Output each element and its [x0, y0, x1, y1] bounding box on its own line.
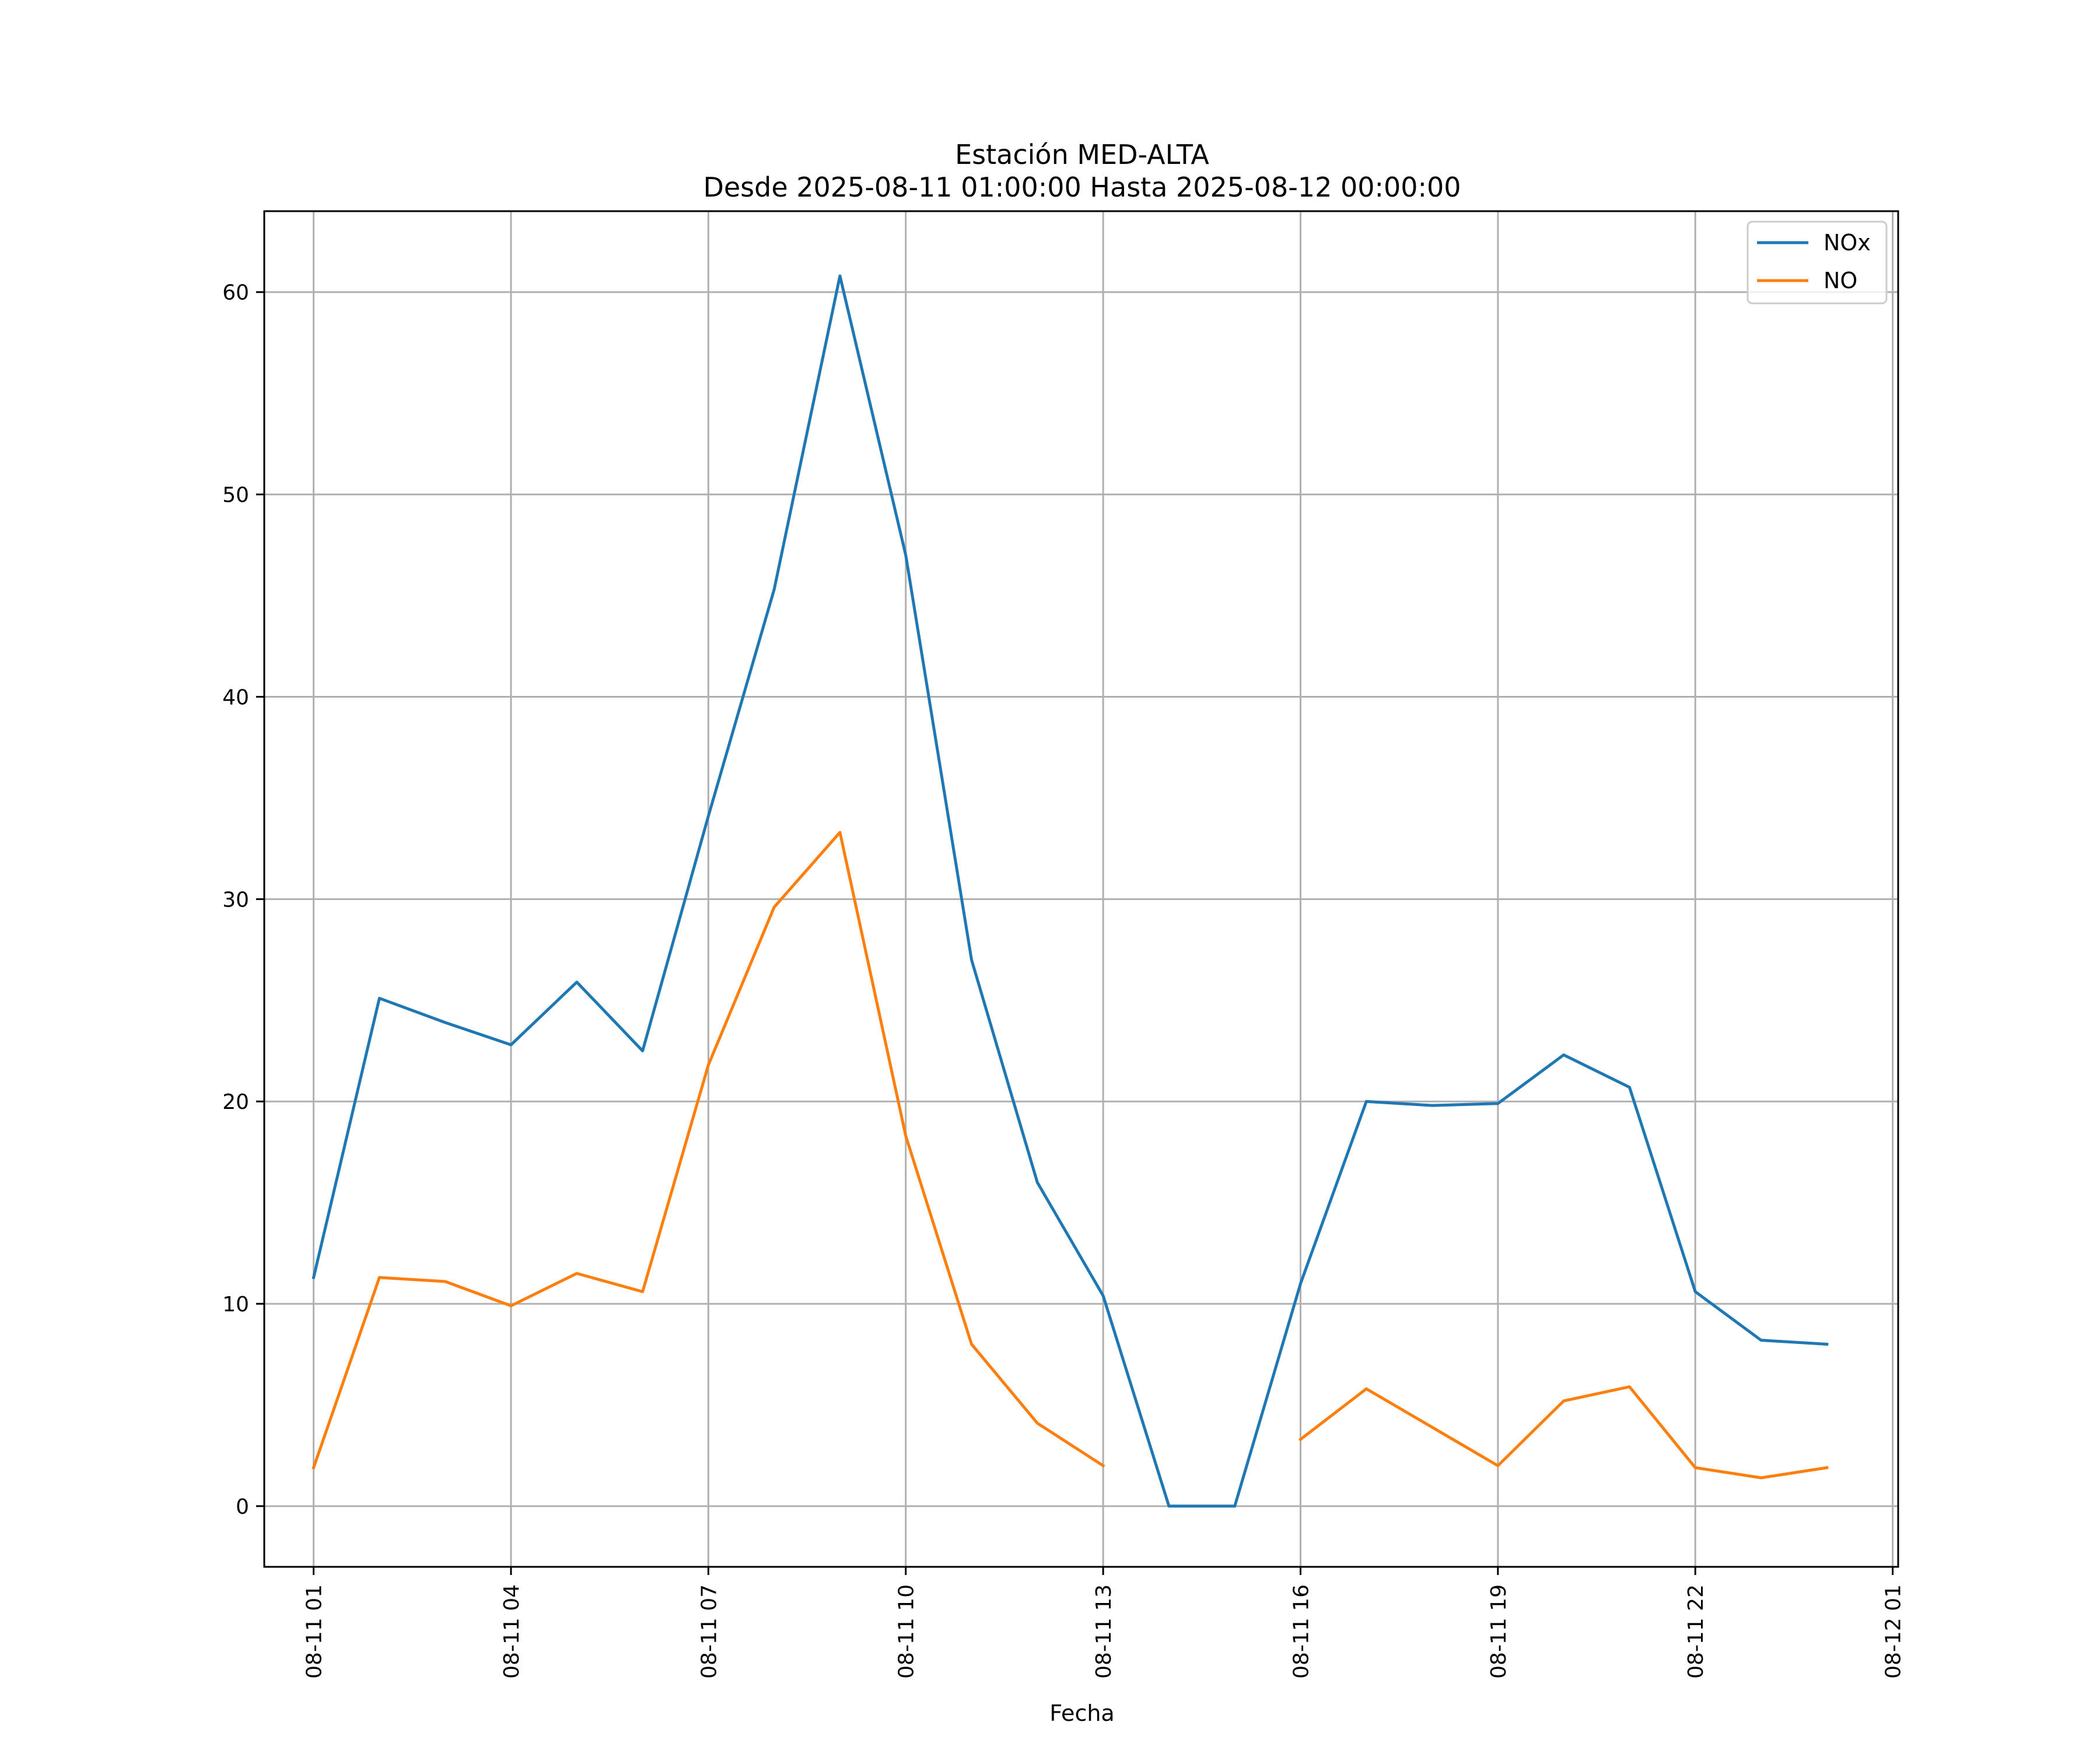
legend-label-no: NO	[1824, 268, 1857, 293]
x-tick-label: 08-11 19	[1487, 1584, 1511, 1679]
legend-label-nox: NOx	[1824, 230, 1871, 256]
y-tick-label: 30	[222, 888, 249, 912]
x-tick-label: 08-11 04	[500, 1584, 524, 1679]
x-tick-label: 08-11 10	[895, 1584, 919, 1679]
series-no	[312, 831, 1829, 1479]
y-axis: 0 10 20 30 40 50 60	[222, 281, 264, 1519]
legend: NOx NO	[1746, 220, 1888, 304]
y-tick-label: 40	[222, 685, 249, 709]
x-axis-label: Fecha	[1049, 1700, 1114, 1726]
x-tick-label: 08-11 16	[1289, 1584, 1313, 1679]
plot-frame	[263, 210, 1899, 1568]
x-tick-label: 08-12 01	[1882, 1584, 1906, 1679]
x-axis: 08-11 01 08-11 04 08-11 07 08-11 10 08-11 13…	[303, 1567, 1906, 1679]
y-tick-label: 0	[236, 1495, 249, 1519]
x-tick-label: 08-11 07	[697, 1584, 721, 1679]
x-tick-label: 08-11 13	[1092, 1584, 1116, 1679]
y-tick-label: 10	[222, 1293, 249, 1317]
grid-lines	[264, 211, 1898, 1567]
series-line-no	[1298, 1385, 1829, 1479]
y-tick-label: 50	[222, 484, 249, 508]
chart-title: Estación MED-ALTA	[955, 139, 1209, 170]
y-tick-label: 20	[222, 1090, 249, 1114]
series-line-nox	[312, 274, 1829, 1508]
series-nox	[312, 274, 1829, 1508]
x-tick-label: 08-11 22	[1684, 1584, 1708, 1679]
series-lines	[312, 274, 1829, 1508]
x-tick-label: 08-11 01	[303, 1584, 327, 1679]
y-tick-label: 60	[222, 281, 249, 305]
series-line-no	[312, 831, 1105, 1470]
chart-subtitle: Desde 2025-08-11 01:00:00 Hasta 2025-08-…	[703, 172, 1461, 203]
